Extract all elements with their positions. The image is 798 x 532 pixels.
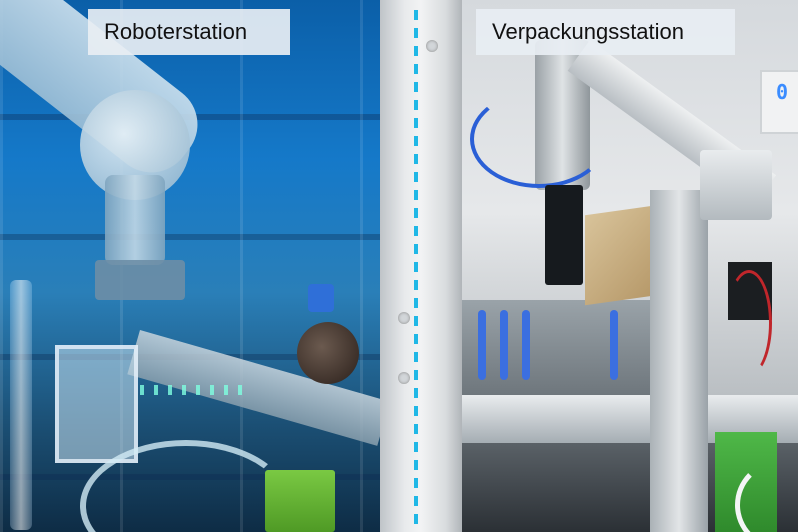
pillar-screw [398, 312, 410, 324]
black-sensor [545, 185, 583, 285]
green-block [265, 470, 335, 532]
red-cable [726, 270, 772, 376]
white-cable [735, 460, 798, 532]
blue-cable [470, 90, 608, 188]
glass-tube [10, 280, 32, 530]
pneumatic-hose [610, 310, 618, 380]
pneumatic-hose [478, 310, 486, 380]
transparent-container [55, 345, 138, 463]
robot-wrist [105, 175, 165, 265]
indicator-leds [140, 385, 250, 395]
robot-station-label: Roboterstation [88, 9, 290, 55]
cardboard-sheets [585, 204, 660, 306]
pneumatic-hose [500, 310, 508, 380]
aluminum-post [650, 190, 708, 532]
round-knob [297, 322, 359, 384]
machine-bed [462, 300, 662, 400]
robot-gripper [95, 260, 185, 300]
pillar-light-strip [414, 10, 418, 525]
packing-station-label: Verpackungsstation [476, 9, 735, 55]
frame-connector [700, 150, 772, 220]
pillar-screw [398, 372, 410, 384]
digital-display [760, 70, 798, 134]
pneumatic-hose [522, 310, 530, 380]
blue-cap [308, 284, 334, 312]
display-digit: 0 [776, 80, 789, 104]
pillar-screw [426, 40, 438, 52]
divider-pillar [380, 0, 462, 532]
